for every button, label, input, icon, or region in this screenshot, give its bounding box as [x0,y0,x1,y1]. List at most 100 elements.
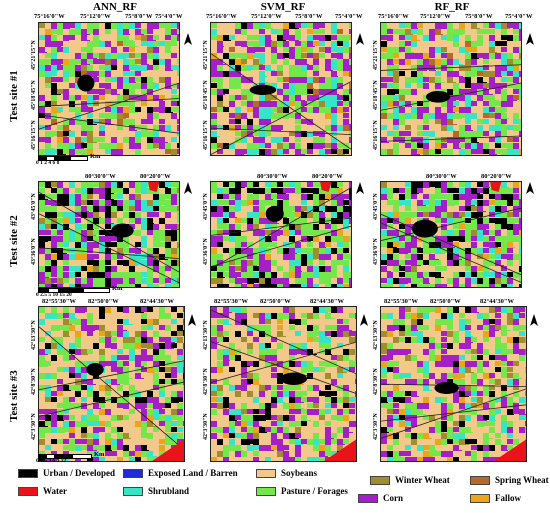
coord-label: 42°3'30"N [373,413,379,440]
legend: Urban / Developed Water Exposed Land / B… [18,466,549,510]
land-cover-map [381,182,521,287]
coord-label: 43°45'0"N [203,193,209,220]
coord-label: 75°16'0"W [378,13,409,20]
land-cover-map [381,23,521,155]
column-title-ann-rf: ANN_RF [93,1,137,13]
legend-label: Corn [383,493,403,503]
coord-label: 82°50'0"W [260,298,291,305]
coord-label: 45°18'45"N [373,80,379,110]
map-panel-site1-rf-rf[interactable] [380,22,522,156]
legend-swatch [256,468,276,478]
coord-label: 75°8'0"W [125,13,153,20]
coord-label: 80°30'0"W [426,173,457,180]
coord-label: 75°4'0"W [505,13,533,20]
coord-label: 75°4'0"W [155,13,183,20]
legend-swatch [123,468,143,478]
map-panel-site2-rf-rf[interactable] [380,181,522,288]
coord-label: 45°21'15"N [373,40,379,70]
coord-label: 75°16'0"W [206,13,237,20]
coord-label: 75°12'0"W [420,13,451,20]
scale-unit: Km [112,285,123,292]
legend-swatch [123,486,143,496]
coord-label: 42°3'30"N [31,413,37,440]
coord-label: 80°20'0"W [140,173,171,180]
coord-label: 82°44'30"W [140,298,175,305]
legend-item-fallow: Fallow [470,493,521,503]
coord-label: 75°16'0"W [34,13,65,20]
legend-swatch [358,493,378,503]
coord-label: 43°36'0"N [373,238,379,265]
scale-bar-site1: Km 0 1 2 4 6 8 [36,153,138,170]
legend-item-water: Water [18,486,67,496]
row-title-site1: Test site #1 [8,70,20,122]
coord-label: 45°16'15"N [31,120,37,150]
map-panel-site1-svm-rf[interactable] [210,22,352,156]
scale-unit: Km [94,451,105,458]
land-cover-map [381,307,526,461]
coord-label: 75°4'0"W [335,13,363,20]
coord-label: 82°55'30"W [214,298,249,305]
legend-swatch [470,493,490,503]
coord-label: 82°50'0"W [88,298,119,305]
legend-swatch [470,475,490,485]
legend-label: Exposed Land / Barren [148,468,238,478]
legend-swatch [370,475,390,485]
scale-ticks: 0 1.5 3 6 9 12 [36,458,67,464]
coord-label: 82°50'0"W [430,298,461,305]
coord-label: 42°8'30"N [203,368,209,395]
coord-label: 80°20'0"W [481,173,512,180]
legend-label: Fallow [495,493,521,503]
coord-label: 45°18'45"N [203,80,209,110]
coord-label: 45°16'15"N [203,120,209,150]
coord-label: 75°8'0"W [295,13,323,20]
coord-label: 42°13'30"N [31,320,37,350]
legend-label: Shrubland [148,486,190,496]
legend-label: Water [43,486,67,496]
legend-item-spring-wheat: Spring Wheat [470,475,549,485]
north-arrow-icon [526,182,534,194]
coord-label: 42°13'30"N [373,320,379,350]
land-cover-map [39,23,179,155]
coord-label: 82°44'30"W [310,298,345,305]
north-arrow-icon [360,314,368,326]
north-arrow-icon [526,33,534,45]
coord-label: 45°21'15"N [203,40,209,70]
coord-label: 75°8'0"W [465,13,493,20]
legend-item-corn: Corn [358,493,403,503]
column-title-rf-rf: RF_RF [434,1,470,13]
coord-label: 43°36'0"N [31,238,37,265]
coord-label: 45°16'15"N [373,120,379,150]
land-cover-map [211,23,351,155]
north-arrow-icon [356,182,364,194]
map-panel-site2-ann-rf[interactable] [38,181,180,288]
legend-label: Urban / Developed [43,468,115,478]
legend-item-urban: Urban / Developed [18,468,115,478]
land-cover-map [39,182,179,287]
map-panel-site3-svm-rf[interactable] [210,306,357,462]
coord-label: 82°44'30"W [480,298,515,305]
scale-bar-site3: Km 0 1.5 3 6 9 12 [36,451,158,468]
coord-label: 42°13'30"N [203,320,209,350]
map-panel-site1-ann-rf[interactable] [38,22,180,156]
map-panel-site3-ann-rf[interactable] [38,306,185,462]
north-arrow-icon [184,33,192,45]
legend-label: Spring Wheat [495,475,549,485]
legend-item-winter-wheat: Winter Wheat [370,475,450,485]
land-cover-map [39,307,184,461]
coord-label: 45°18'45"N [31,80,37,110]
land-cover-map [211,182,351,287]
coord-label: 75°12'0"W [251,13,282,20]
coord-label: 45°21'15"N [31,40,37,70]
row-title-site2: Test site #2 [8,215,20,267]
coord-label: 43°45'0"N [373,193,379,220]
north-arrow-icon [356,33,364,45]
scale-bar-site2: Km 0 2.5 5 10 15 20 [36,285,158,302]
north-arrow-icon [188,314,196,326]
map-panel-site3-rf-rf[interactable] [380,306,527,462]
legend-swatch [18,486,38,496]
legend-item-exposed: Exposed Land / Barren [123,468,238,478]
scale-ticks: 0 1 2 4 6 8 [36,160,60,166]
coord-label: 80°30'0"W [257,173,288,180]
row-title-site3: Test site #3 [8,370,20,422]
map-panel-site2-svm-rf[interactable] [210,181,352,288]
